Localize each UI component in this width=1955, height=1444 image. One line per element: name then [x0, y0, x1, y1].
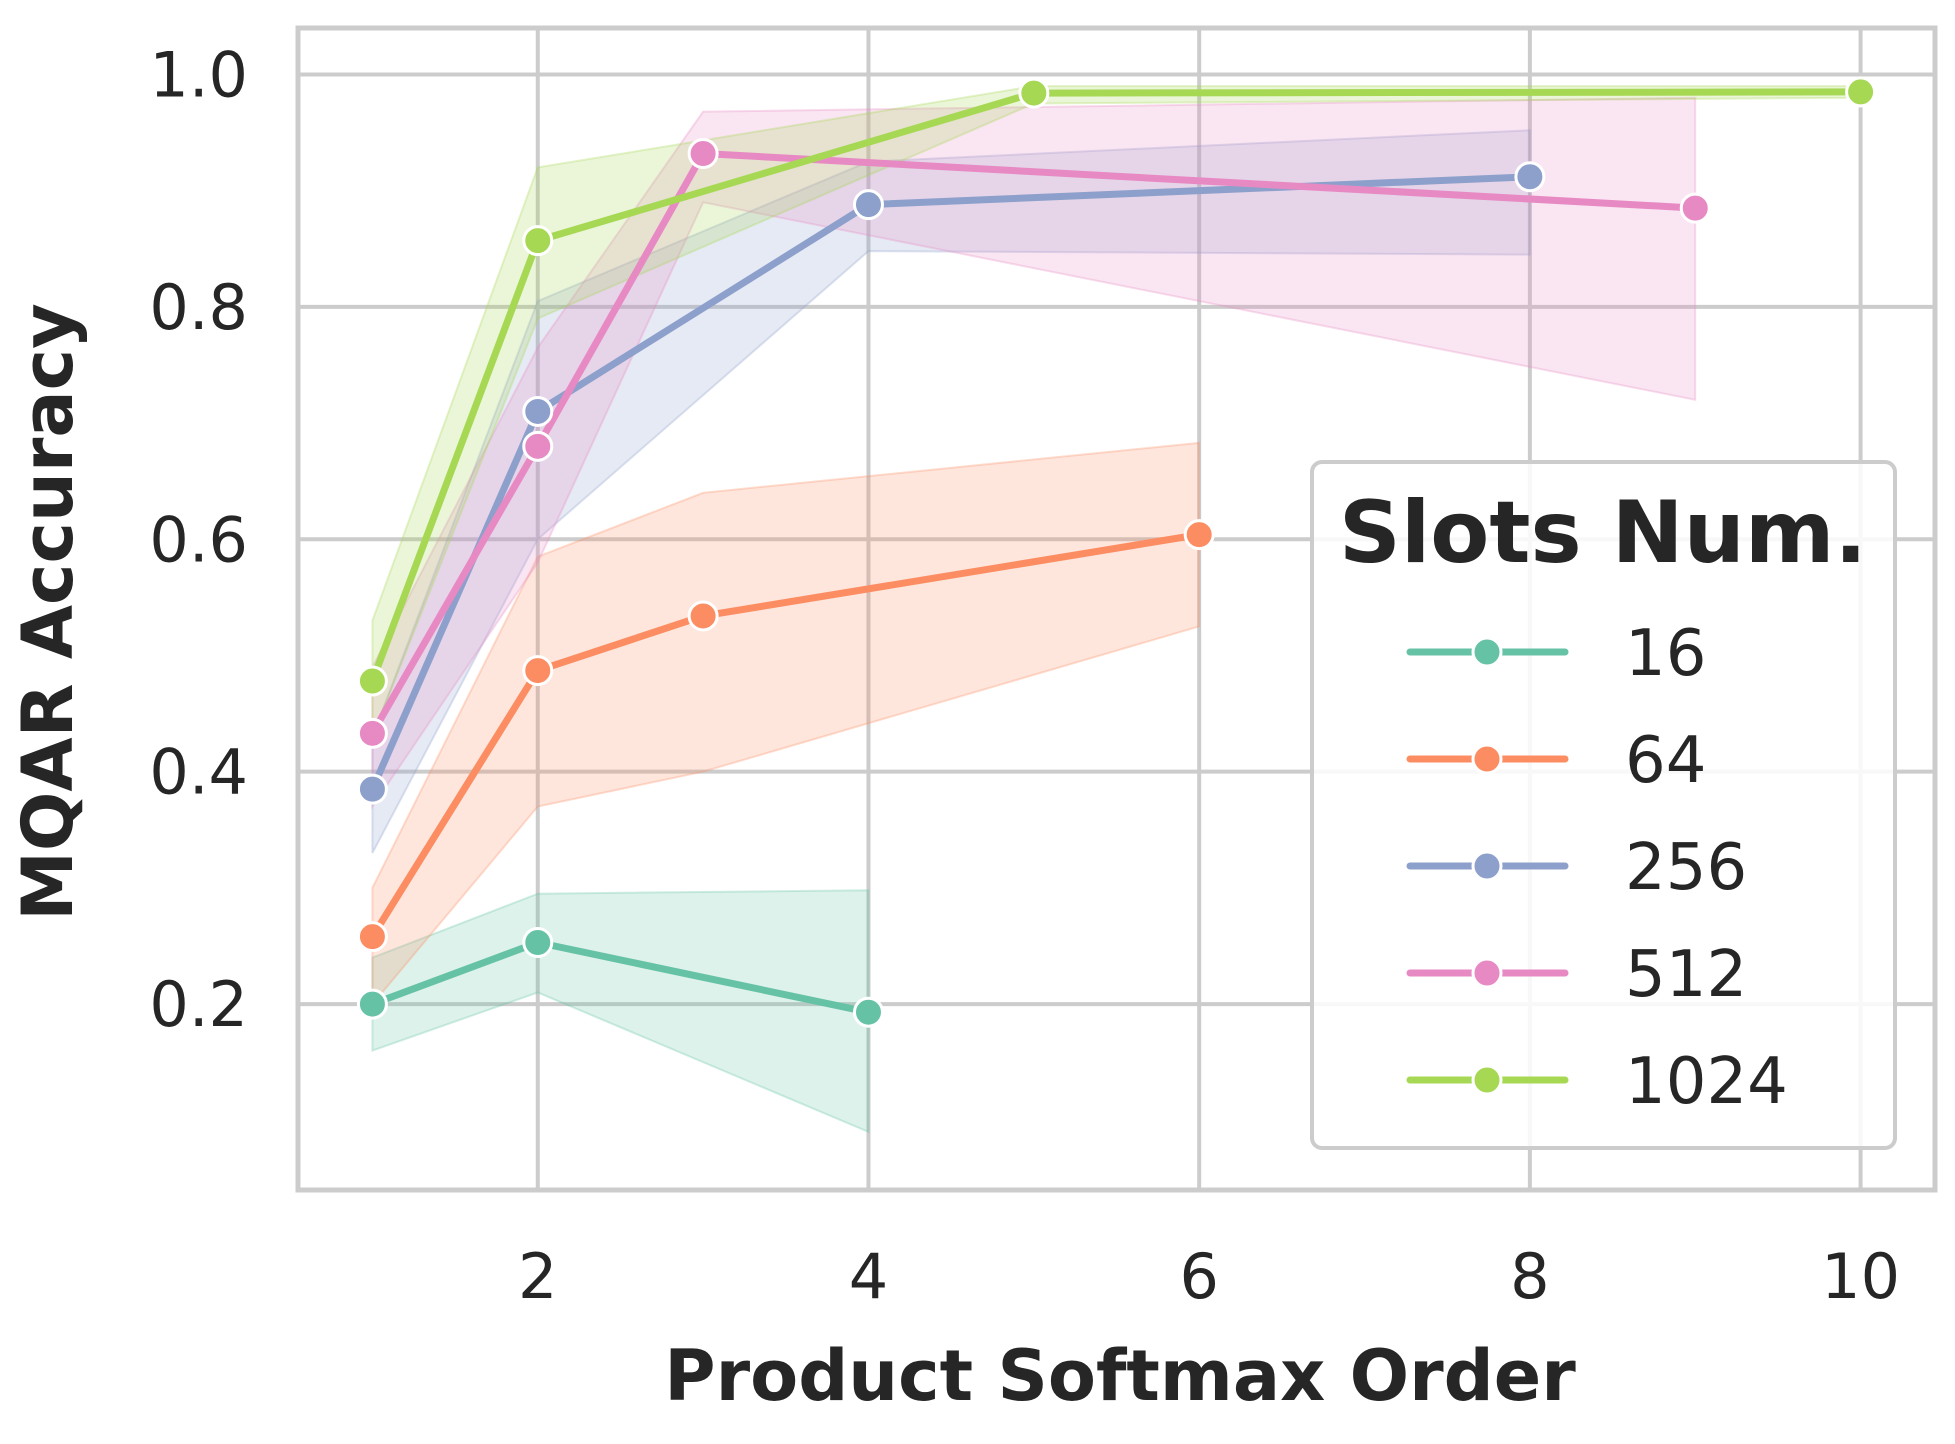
legend-label: 64 — [1625, 724, 1706, 798]
x-axis-title: Product Softmax Order — [664, 1335, 1576, 1417]
data-point-512 — [687, 137, 719, 169]
legend-item-512: 512 — [1406, 938, 1747, 1012]
data-point-256 — [1514, 161, 1546, 193]
y-tick-labels: 0.2 0.4 0.6 0.8 1.0 — [149, 38, 248, 1041]
data-point-256 — [356, 773, 388, 805]
y-tick-label: 0.2 — [149, 968, 248, 1041]
x-tick-labels: 2 4 6 8 10 — [518, 1240, 1900, 1313]
series-markers — [356, 76, 1877, 1028]
legend-item-64: 64 — [1406, 724, 1706, 798]
legend-swatch-marker — [1471, 1064, 1503, 1096]
legend-item-16: 16 — [1406, 617, 1706, 691]
y-tick-label: 1.0 — [149, 38, 248, 111]
confidence-band-64 — [371, 441, 1201, 1007]
legend-item-1024: 1024 — [1406, 1045, 1788, 1119]
data-point-64 — [522, 655, 554, 687]
data-point-1024 — [522, 225, 554, 257]
legend-item-256: 256 — [1406, 831, 1747, 905]
data-point-16 — [852, 996, 884, 1028]
confidence-bands — [371, 85, 1862, 1134]
data-point-1024 — [1845, 76, 1877, 108]
data-point-256 — [522, 395, 554, 427]
x-tick-label: 4 — [849, 1240, 888, 1313]
data-point-64 — [687, 600, 719, 632]
confidence-band-512 — [371, 96, 1697, 810]
legend: Slots Num. 16 64 256 512 1024 — [1310, 460, 1897, 1150]
y-tick-label: 0.6 — [149, 503, 248, 576]
data-point-1024 — [356, 665, 388, 697]
data-point-1024 — [1018, 77, 1050, 109]
data-point-64 — [1183, 519, 1215, 551]
legend-label: 512 — [1625, 938, 1747, 1012]
legend-items: 16 64 256 512 1024 — [1406, 617, 1788, 1119]
data-point-512 — [356, 717, 388, 749]
series-line-512 — [368, 149, 1699, 737]
data-point-512 — [1679, 192, 1711, 224]
x-tick-label: 2 — [518, 1240, 557, 1313]
data-point-16 — [522, 926, 554, 958]
confidence-band-16 — [371, 889, 870, 1134]
y-tick-label: 0.8 — [149, 271, 248, 344]
x-tick-label: 10 — [1821, 1240, 1900, 1313]
legend-label: 16 — [1625, 617, 1706, 691]
legend-label: 256 — [1625, 831, 1747, 905]
series-line-256 — [368, 173, 1534, 793]
legend-title: Slots Num. — [1339, 483, 1867, 583]
legend-swatch-marker — [1471, 957, 1503, 989]
data-point-64 — [356, 921, 388, 953]
x-tick-label: 6 — [1179, 1240, 1218, 1313]
x-tick-label: 8 — [1510, 1240, 1549, 1313]
data-point-256 — [852, 189, 884, 221]
plot-frame — [295, 25, 1938, 1193]
series-line-64 — [368, 531, 1203, 941]
data-point-16 — [356, 988, 388, 1020]
legend-swatch-marker — [1471, 743, 1503, 775]
y-axis-title: MQAR Accuracy — [7, 303, 89, 921]
y-tick-label: 0.4 — [149, 736, 248, 809]
series-line-1024 — [368, 88, 1865, 685]
data-point-512 — [522, 430, 554, 462]
legend-swatch-marker — [1471, 636, 1503, 668]
legend-label: 1024 — [1625, 1045, 1788, 1119]
legend-swatch-marker — [1471, 850, 1503, 882]
